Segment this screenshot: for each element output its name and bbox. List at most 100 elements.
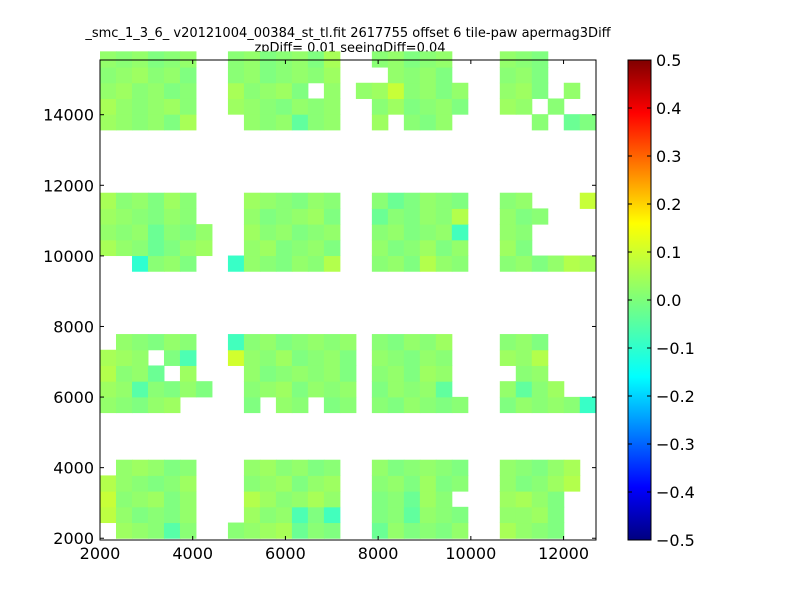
heatmap-cell [451,475,469,492]
heatmap-cell [115,396,133,414]
heatmap-cell [275,51,293,68]
heatmap-cell [419,114,437,131]
heatmap-cell [291,239,309,257]
heatmap-cell [179,51,197,68]
heatmap-cell [403,365,421,382]
heatmap-cell [547,381,565,398]
heatmap-cell [531,334,549,351]
heatmap-cell [115,334,133,351]
heatmap-cell [323,396,341,414]
heatmap-cell [307,114,325,131]
heatmap-cell [243,475,261,492]
heatmap-cell [323,239,341,257]
heatmap-cell [451,224,469,241]
heatmap-cell [291,349,309,366]
heatmap-cell [227,67,245,84]
y-tick-label: 12000 [43,176,94,195]
heatmap-cell [227,82,245,99]
heatmap-cell [307,381,325,398]
heatmap-cell [547,396,565,414]
heatmap-cell [419,224,437,241]
heatmap-cell [243,396,261,414]
heatmap-cell [451,522,469,539]
heatmap-cell [115,381,133,398]
heatmap-cell [435,98,453,115]
heatmap-cell [547,255,565,272]
heatmap-cell [387,239,405,257]
heatmap-cell [100,208,117,225]
heatmap-cell [419,51,437,68]
heatmap-cell [163,522,181,539]
heatmap-cell [339,381,357,398]
heatmap-cell [563,475,581,492]
heatmap-cell [291,334,309,351]
x-tick-label: 2000 [80,544,121,563]
heatmap-cell [179,98,197,115]
colorbar-tick-label: −0.4 [656,483,695,502]
heatmap-cell [179,192,197,209]
heatmap-cell [115,114,133,131]
heatmap-cell [419,522,437,539]
heatmap-cell [435,192,453,209]
heatmap-cell [259,67,277,84]
heatmap-cell [147,334,165,351]
heatmap-cell [387,396,405,414]
heatmap-cell [179,82,197,99]
heatmap-cell [403,506,421,524]
heatmap-cell [259,381,277,398]
heatmap-cell [275,114,293,131]
heatmap-cell [115,522,133,539]
heatmap-cell [163,239,181,257]
heatmap-cell [243,98,261,115]
heatmap-cell [499,192,517,209]
heatmap-cell [563,255,581,272]
heatmap-cell [435,224,453,241]
heatmap-cell [435,82,453,99]
heatmap-cell [307,475,325,492]
heatmap-cell [147,224,165,241]
heatmap-cell [307,334,325,351]
heatmap-cell [323,506,341,524]
heatmap-cell [100,239,117,257]
heatmap-cell [323,381,341,398]
heatmap-cell [563,396,581,414]
heatmap-cell [307,491,325,508]
heatmap-cell [387,459,405,476]
y-tick-label: 8000 [53,317,94,336]
heatmap-cell [179,506,197,524]
heatmap-cell [291,396,309,414]
heatmap-cell [499,506,517,524]
heatmap-cell [115,459,133,476]
heatmap-cell [291,365,309,382]
heatmap-cell [323,522,341,539]
heatmap-cell [100,98,117,115]
heatmap-cell [435,491,453,508]
heatmap-cell [499,396,517,414]
heatmap-cell [323,491,341,508]
heatmap-cell [275,475,293,492]
heatmap-cell [419,98,437,115]
heatmap-cell [435,208,453,225]
heatmap-cell [163,224,181,241]
heatmap-cell [435,475,453,492]
heatmap-cell [387,98,405,115]
heatmap-cell [403,192,421,209]
heatmap-cell [307,522,325,539]
heatmap-cell [547,506,565,524]
heatmap-cell [515,475,533,492]
heatmap-cell [419,239,437,257]
heatmap-cell [387,255,405,272]
heatmap-cell [147,381,165,398]
heatmap-cell [131,82,149,99]
axes: 2000 4000 6000 8000 10000 12000 2000 4000 6000 80… [43,60,596,563]
heatmap-cell [100,349,117,366]
heatmap-cell [339,334,357,351]
heatmap-cell [163,459,181,476]
heatmap-cell [179,208,197,225]
heatmap-cell [531,365,549,382]
heatmap-cell [531,82,549,99]
colorbar-ticks: 0.5 0.4 0.3 0.2 0.1 0.0 −0.1 −0.2 −0.3 −0.4 −0.5 [628,51,695,550]
heatmap-cell [179,224,197,241]
heatmap-cell [499,51,517,68]
heatmap-cell [291,208,309,225]
